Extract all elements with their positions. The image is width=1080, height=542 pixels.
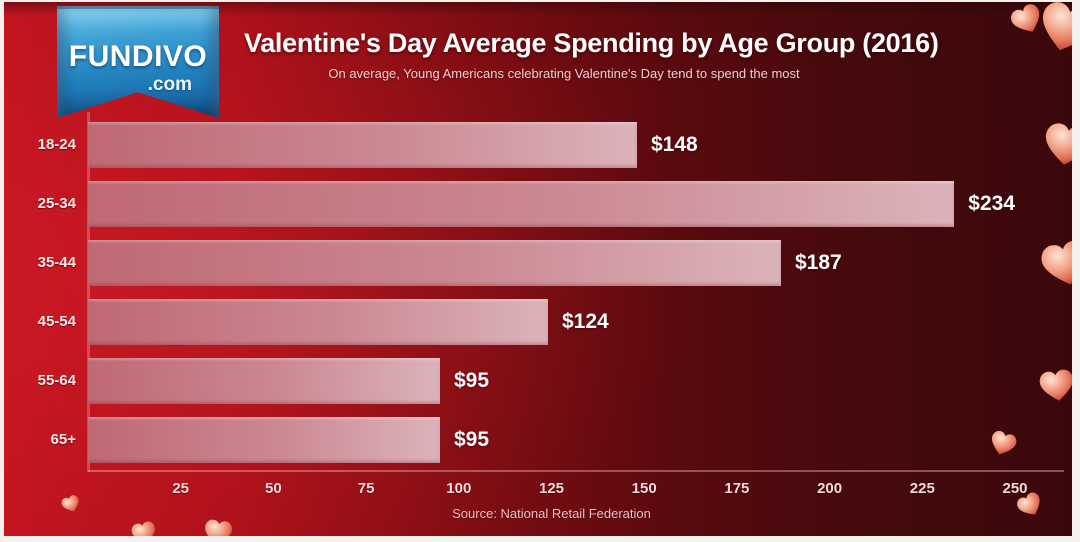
category-label: 18-24 xyxy=(37,136,76,153)
chart-row: 18-24 $148 xyxy=(4,115,1015,174)
x-axis-tick: 225 xyxy=(909,480,935,497)
bar xyxy=(88,357,440,404)
chart-header: Valentine's Day Average Spending by Age … xyxy=(244,28,939,81)
x-axis-tick: 25 xyxy=(172,480,190,497)
bar xyxy=(88,416,440,463)
x-axis-tick: 125 xyxy=(538,480,565,497)
bar-track: $124 xyxy=(88,298,1015,345)
chart-row: 65+ $95 xyxy=(4,410,1015,469)
y-axis-line xyxy=(87,112,90,472)
heart-icon xyxy=(1042,2,1072,51)
brand-logo: FUNDIVO xyxy=(68,40,208,73)
x-axis-tick: 175 xyxy=(724,480,750,497)
value-label: $234 xyxy=(968,191,1015,215)
chart-row: 35-44 $187 xyxy=(4,233,1015,292)
chart-row: 45-54 $124 xyxy=(4,292,1015,351)
category-label: 55-64 xyxy=(37,372,76,389)
x-axis-tick: 50 xyxy=(265,480,282,497)
heart-icon xyxy=(1017,492,1040,515)
bar-track: $95 xyxy=(88,416,1015,463)
heart-icon xyxy=(1041,240,1072,285)
category-label: 45-54 xyxy=(37,313,76,330)
heart-icon xyxy=(205,519,232,536)
category-label: 35-44 xyxy=(37,254,76,271)
infographic-canvas: FUNDIVO .com Valentine's Day Average Spe… xyxy=(4,2,1072,536)
x-axis-line xyxy=(88,470,1064,472)
x-axis-tick: 150 xyxy=(631,480,657,497)
bar-track: $234 xyxy=(88,180,1015,227)
value-label: $148 xyxy=(651,132,698,156)
brand-tld: .com xyxy=(147,74,192,95)
heart-icon xyxy=(61,495,79,512)
source-note: Source: National Retail Federation xyxy=(452,506,651,521)
value-label: $124 xyxy=(562,309,609,333)
category-label: 25-34 xyxy=(37,195,76,212)
heart-icon xyxy=(131,521,155,536)
bar xyxy=(88,180,955,227)
chart-row: 25-34 $234 xyxy=(4,174,1015,233)
chart-row: 55-64 $95 xyxy=(4,351,1015,410)
bar xyxy=(88,298,548,345)
chart-subtitle: On average, Young Americans celebrating … xyxy=(328,66,800,81)
value-label: $95 xyxy=(454,368,490,392)
bar-track: $187 xyxy=(88,239,1015,286)
x-axis-tick: 100 xyxy=(446,480,472,497)
bar-track: $95 xyxy=(88,357,1015,404)
x-axis-tick: 250 xyxy=(1002,480,1028,497)
brand-ribbon: FUNDIVO .com xyxy=(57,6,219,118)
x-axis-ticks: 25 50 75 100 125 150 175 200 225 250 xyxy=(88,480,1027,500)
heart-icon xyxy=(1011,4,1040,32)
chart-rows: 18-24 $148 25-34 $234 35-44 $187 45-54 $124 55-6… xyxy=(4,115,1015,469)
x-axis-tick: 200 xyxy=(817,480,843,497)
value-label: $95 xyxy=(454,427,490,451)
heart-icon xyxy=(991,430,1017,455)
heart-icon xyxy=(1045,123,1072,165)
heart-icon xyxy=(1039,369,1072,401)
x-axis-tick: 75 xyxy=(357,480,375,497)
value-label: $187 xyxy=(795,250,842,274)
category-label: 65+ xyxy=(50,431,76,448)
chart-title: Valentine's Day Average Spending by Age … xyxy=(244,28,939,58)
bar-track: $148 xyxy=(88,121,1015,168)
bar xyxy=(88,121,637,168)
bar xyxy=(88,239,781,286)
